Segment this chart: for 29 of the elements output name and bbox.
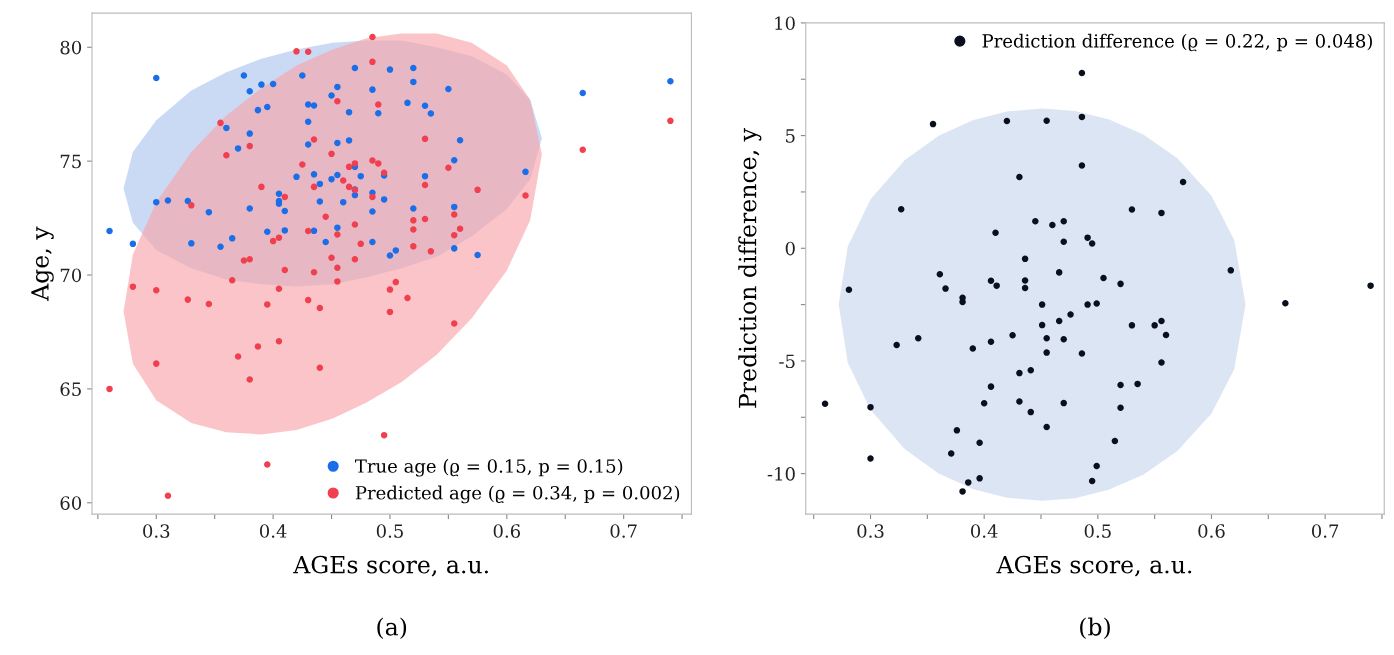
x-axis-title: AGEs score, a.u. <box>996 555 1192 577</box>
x-tick-label: 0.3 <box>857 524 884 538</box>
x-axis-title: AGEs score, a.u. <box>293 555 488 577</box>
y-tick-label: 65 <box>60 382 81 397</box>
y-tick-label: 10 <box>775 16 795 31</box>
x-tick-label: 0.4 <box>259 524 287 538</box>
y-tick-label: 60 <box>60 496 82 510</box>
legend-label: Predicted age (ϱ = 0.34, p = 0.002) <box>355 485 680 504</box>
legend-label: True age (ϱ = 0.15, p = 0.15) <box>355 458 623 477</box>
text: (a) <box>377 617 407 640</box>
x-tick-label: 0.7 <box>610 524 637 538</box>
y-tick-label: 80 <box>60 40 82 55</box>
text: (b) <box>1080 617 1110 640</box>
legend-label: Prediction difference (ϱ = 0.22, p = 0.048) <box>982 33 1372 52</box>
x-tick-label: 0.7 <box>1311 524 1339 538</box>
x-tick-label: 0.3 <box>143 524 170 538</box>
y-axis-title: Age, y <box>31 226 54 302</box>
x-tick-label: 0.5 <box>376 524 403 538</box>
x-tick-label: 0.6 <box>493 524 521 538</box>
y-tick-label: -5 <box>779 354 795 369</box>
y-tick-label: 75 <box>60 154 81 169</box>
y-axis-title: Prediction difference, y <box>738 128 762 408</box>
y-tick-label: -10 <box>767 467 795 481</box>
y-tick-label: 0 <box>785 241 795 256</box>
x-tick-label: 0.6 <box>1198 524 1225 538</box>
x-tick-label: 0.4 <box>971 524 998 538</box>
y-tick-label: 5 <box>786 129 795 143</box>
x-tick-label: 0.5 <box>1084 524 1111 538</box>
y-tick-label: 70 <box>60 268 82 283</box>
